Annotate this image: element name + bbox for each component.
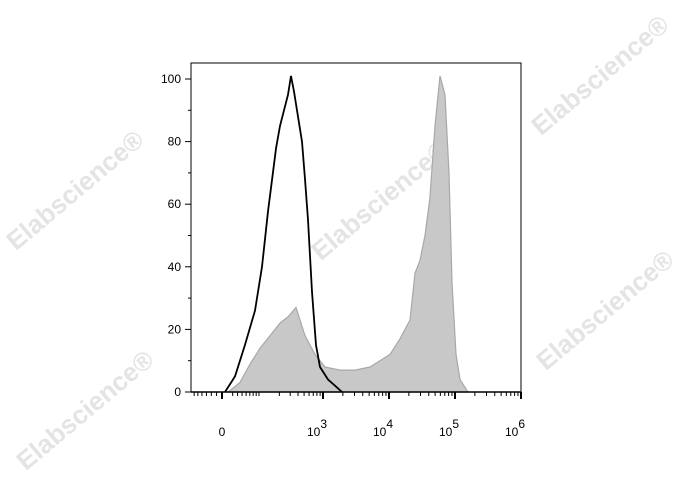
- x-tick-base: 10: [373, 425, 387, 439]
- x-tick-label: 106: [505, 417, 525, 439]
- x-tick-label: 105: [439, 417, 459, 439]
- x-tick-label: 104: [373, 417, 393, 439]
- watermark-text: Elabscience®: [10, 344, 159, 476]
- line-histogram-series: [224, 75, 343, 393]
- filled-histogram-series: [227, 75, 469, 393]
- x-tick-exponent: 3: [320, 417, 327, 431]
- x-tick-exponent: 4: [386, 417, 393, 431]
- x-tick-exponent: 5: [452, 417, 459, 431]
- x-tick-base: 0: [219, 425, 226, 439]
- y-tick-label: 40: [168, 260, 182, 274]
- x-tick-base: 10: [307, 425, 321, 439]
- y-tick-label: 60: [168, 197, 182, 211]
- watermark-text: Elabscience®: [0, 124, 149, 256]
- x-tick-label: 103: [307, 417, 327, 439]
- watermark-text: Elabscience®: [530, 244, 679, 376]
- plot-frame: [190, 62, 522, 393]
- x-tick-base: 10: [505, 425, 519, 439]
- x-tick-label: 0: [219, 425, 226, 439]
- x-tick-exponent: 6: [518, 417, 525, 431]
- y-tick-label: 20: [168, 322, 182, 336]
- x-tick-base: 10: [439, 425, 453, 439]
- y-tick-label: 0: [174, 385, 181, 399]
- watermark-layer: Elabscience® Elabscience® Elabscience® Elab…: [0, 9, 679, 476]
- y-tick-label: 100: [161, 72, 181, 86]
- watermark-text: Elabscience®: [525, 9, 674, 141]
- y-tick-label: 80: [168, 135, 182, 149]
